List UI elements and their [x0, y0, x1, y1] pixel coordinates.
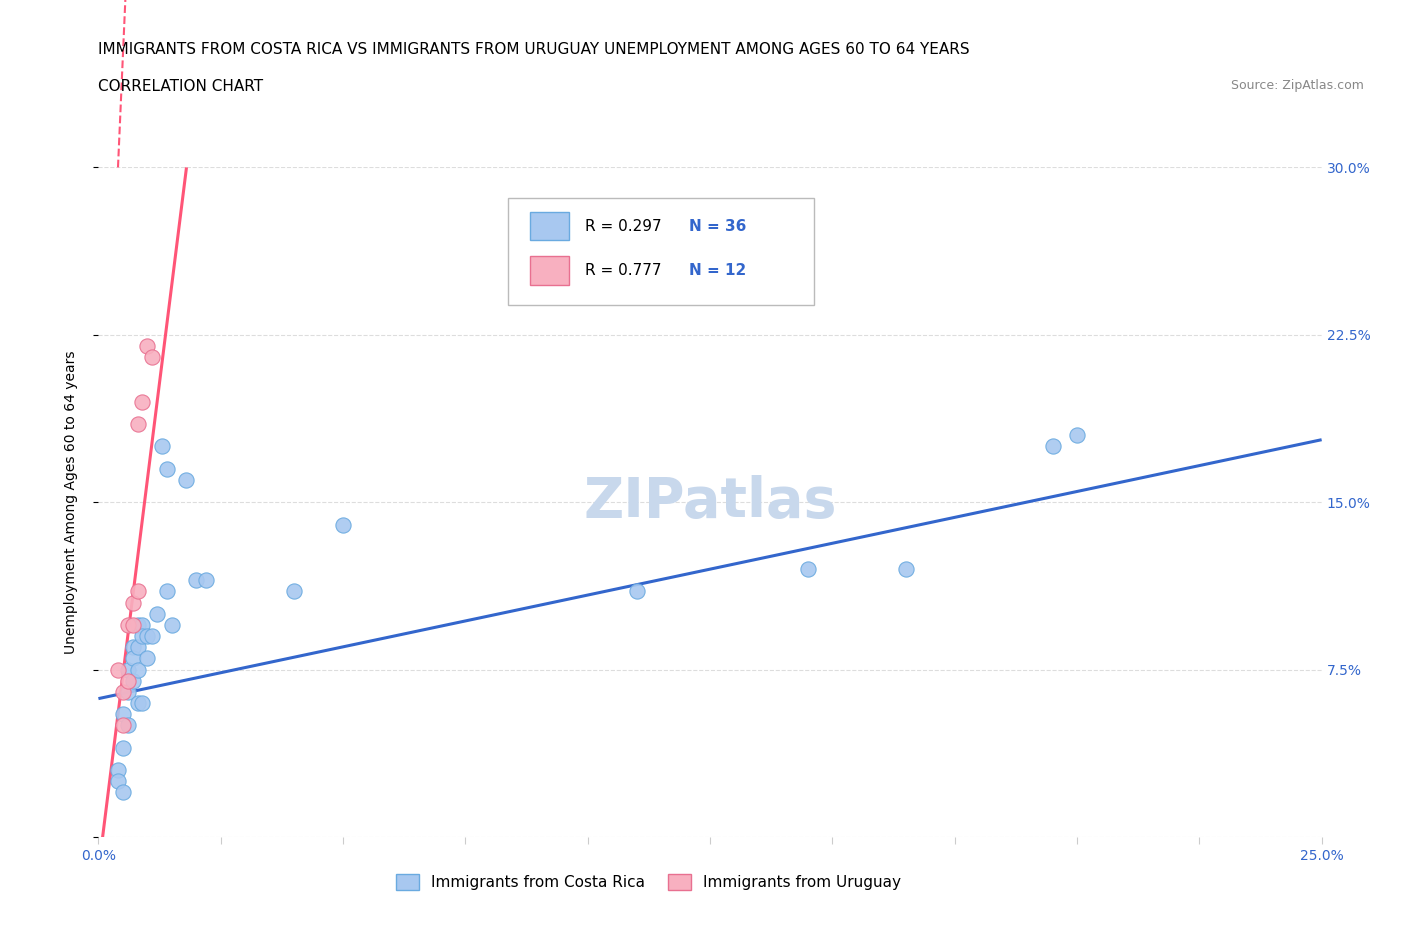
Text: N = 36: N = 36: [689, 219, 747, 233]
Point: [283, 584, 305, 599]
Point: [117, 718, 139, 733]
Point: [111, 740, 134, 755]
Point: [111, 718, 134, 733]
Point: [797, 562, 820, 577]
Point: [117, 684, 139, 699]
Point: [626, 584, 648, 599]
Point: [1066, 428, 1088, 443]
Point: [136, 339, 159, 353]
Text: N = 12: N = 12: [689, 263, 747, 278]
Point: [117, 673, 139, 688]
Point: [195, 573, 218, 588]
Y-axis label: Unemployment Among Ages 60 to 64 years: Unemployment Among Ages 60 to 64 years: [63, 351, 77, 654]
FancyBboxPatch shape: [530, 212, 569, 240]
Point: [107, 763, 129, 777]
Point: [121, 651, 143, 666]
Point: [107, 774, 129, 789]
Point: [121, 673, 143, 688]
Point: [131, 629, 153, 644]
Point: [156, 461, 179, 476]
Text: CORRELATION CHART: CORRELATION CHART: [98, 79, 263, 94]
Point: [127, 584, 149, 599]
Point: [117, 618, 139, 632]
FancyBboxPatch shape: [508, 197, 814, 305]
Text: R = 0.297: R = 0.297: [585, 219, 662, 233]
Point: [107, 662, 129, 677]
Point: [127, 696, 149, 711]
Point: [141, 350, 163, 365]
Point: [127, 662, 149, 677]
Point: [131, 618, 153, 632]
Point: [141, 629, 163, 644]
Point: [136, 651, 159, 666]
Point: [156, 584, 179, 599]
Point: [121, 595, 143, 610]
Point: [121, 640, 143, 655]
Point: [121, 618, 143, 632]
Point: [176, 472, 198, 487]
Text: ZIPatlas: ZIPatlas: [583, 475, 837, 529]
Point: [146, 606, 169, 621]
Text: IMMIGRANTS FROM COSTA RICA VS IMMIGRANTS FROM URUGUAY UNEMPLOYMENT AMONG AGES 60: IMMIGRANTS FROM COSTA RICA VS IMMIGRANTS…: [98, 42, 970, 57]
Point: [111, 684, 134, 699]
Point: [332, 517, 354, 532]
Point: [136, 629, 159, 644]
Point: [1042, 439, 1064, 454]
Point: [150, 439, 173, 454]
Legend: Immigrants from Costa Rica, Immigrants from Uruguay: Immigrants from Costa Rica, Immigrants f…: [389, 868, 908, 897]
Point: [131, 394, 153, 409]
Point: [894, 562, 917, 577]
Point: [131, 696, 153, 711]
FancyBboxPatch shape: [530, 257, 569, 285]
Point: [186, 573, 208, 588]
Point: [111, 785, 134, 800]
Point: [117, 662, 139, 677]
Point: [111, 707, 134, 722]
Text: R = 0.777: R = 0.777: [585, 263, 662, 278]
Point: [127, 417, 149, 432]
Point: [127, 640, 149, 655]
Point: [127, 618, 149, 632]
Point: [160, 618, 183, 632]
Text: Source: ZipAtlas.com: Source: ZipAtlas.com: [1230, 79, 1364, 92]
